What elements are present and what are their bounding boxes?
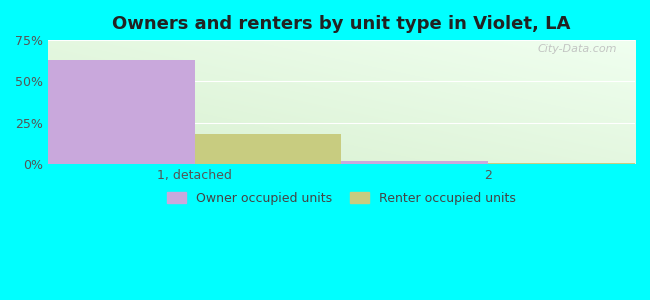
Bar [194,134,341,164]
Text: City-Data.com: City-Data.com [538,44,617,54]
Bar [48,60,194,164]
Bar [488,163,635,164]
Bar [341,161,488,164]
Legend: Owner occupied units, Renter occupied units: Owner occupied units, Renter occupied un… [162,187,521,210]
Title: Owners and renters by unit type in Violet, LA: Owners and renters by unit type in Viole… [112,15,571,33]
